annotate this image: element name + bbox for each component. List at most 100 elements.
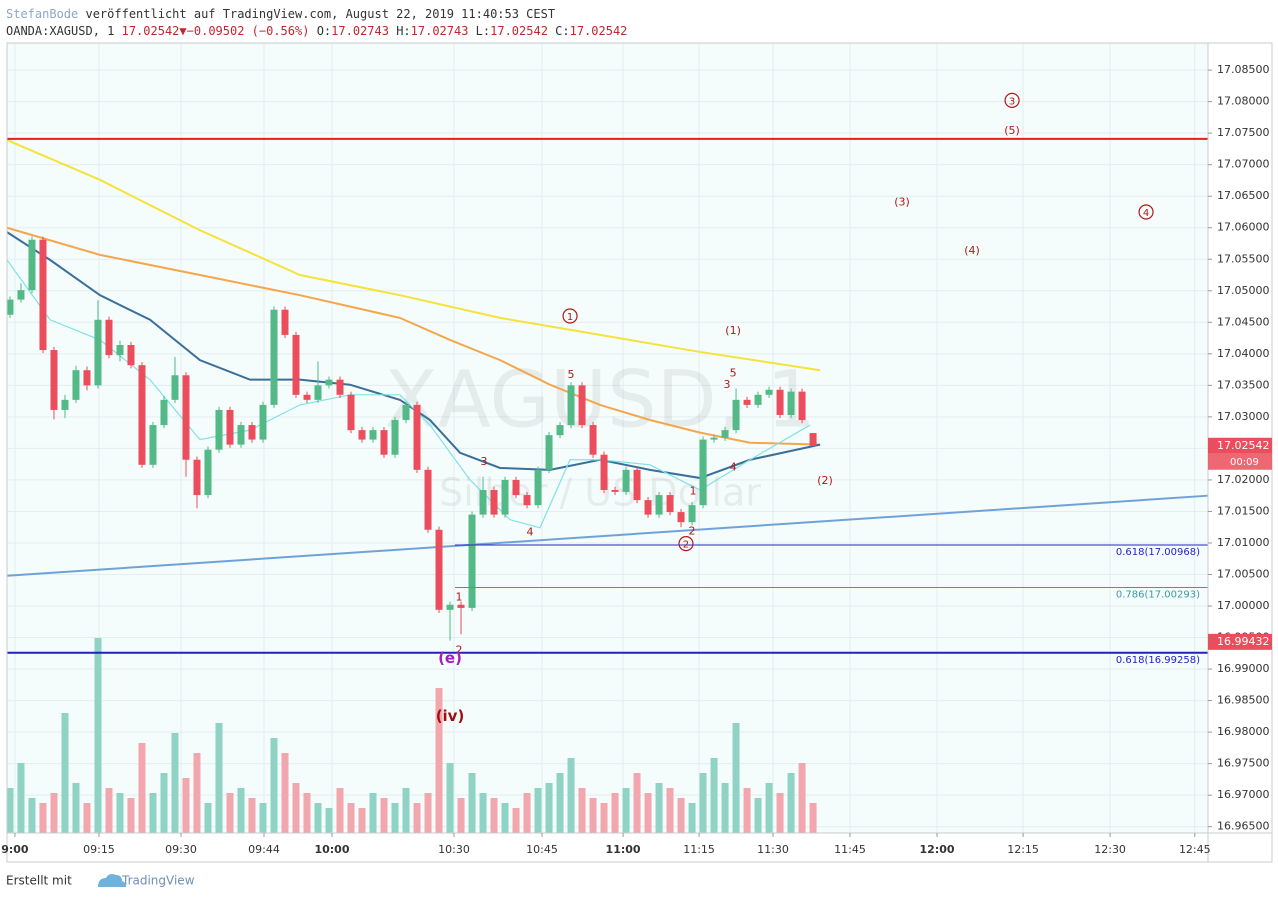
candle-body <box>347 394 355 431</box>
y-tick-label: 17.07500 <box>1217 126 1270 139</box>
volume-bar <box>765 783 773 833</box>
h: 17.02743 <box>411 24 469 38</box>
volume-bar <box>358 808 366 833</box>
candle-body <box>655 495 663 515</box>
candle-body <box>17 290 25 300</box>
candle-body <box>116 345 124 356</box>
candle-body <box>622 469 630 492</box>
candle-body <box>644 500 652 515</box>
candle-body <box>567 385 575 426</box>
candle-body <box>765 389 773 395</box>
candle-body <box>204 449 212 496</box>
volume-bar <box>435 688 443 833</box>
x-tick-label: 11:30 <box>757 843 789 856</box>
candle-body <box>358 430 366 440</box>
wave-label: (5) <box>1004 124 1020 137</box>
volume-bar <box>490 798 498 833</box>
x-tick-label: 11:45 <box>834 843 866 856</box>
y-tick-label: 16.98000 <box>1217 725 1270 738</box>
c-label: C: <box>555 24 569 38</box>
y-tick-label: 17.02000 <box>1217 473 1270 486</box>
volume-bar <box>457 798 465 833</box>
volume-bar <box>732 723 740 833</box>
fib-label: 0.618(17.00968) <box>1116 547 1200 558</box>
wave-label: 1 <box>690 485 697 498</box>
volume-bar <box>501 803 509 833</box>
x-tick-label: 10:45 <box>526 843 558 856</box>
x-tick-label: 10:30 <box>438 843 470 856</box>
watermark: XAGUSD, 1 <box>384 355 816 445</box>
watermark-sub: Silber / US Dollar <box>439 471 761 515</box>
y-tick-label: 17.07000 <box>1217 158 1270 171</box>
volume-bar <box>193 753 201 833</box>
y-tick-label: 17.03500 <box>1217 378 1270 391</box>
volume-bar <box>743 788 751 833</box>
candle-body <box>314 385 322 400</box>
x-tick-label: 09:15 <box>83 843 115 856</box>
moving-average <box>6 226 821 446</box>
candle-body <box>369 430 377 440</box>
candle-body <box>600 454 608 491</box>
candle-body <box>270 309 278 405</box>
x-tick-label: 12:30 <box>1094 843 1126 856</box>
arrow: ▼ <box>179 24 187 38</box>
candle-body <box>215 409 223 450</box>
volume-bar <box>281 753 289 833</box>
x-tick-label: 9:00 <box>1 843 29 856</box>
candle-body <box>259 404 267 440</box>
candle-body <box>666 495 674 513</box>
o: 17.02743 <box>331 24 389 38</box>
candle-body <box>523 495 531 506</box>
volume-bar <box>248 798 256 833</box>
volume-bar <box>138 743 146 833</box>
wave-label: 4 <box>526 526 533 539</box>
volume-bar <box>204 803 212 833</box>
volume-bar <box>215 723 223 833</box>
candle-body <box>160 399 168 426</box>
volume-bar <box>39 803 47 833</box>
symbol: OANDA:XAGUSD, 1 <box>6 24 114 38</box>
y-tick-label: 16.96500 <box>1217 820 1270 833</box>
y-tick-label: 17.00500 <box>1217 568 1270 581</box>
x-tick-label: 10:00 <box>314 843 349 856</box>
candle-body <box>732 399 740 431</box>
candle-body <box>501 479 509 515</box>
volume-bar <box>116 793 124 833</box>
y-tick-label: 17.01000 <box>1217 536 1270 549</box>
volume-bar <box>402 788 410 833</box>
wave-label: (iv) <box>436 707 465 725</box>
candle-body <box>6 299 14 315</box>
volume-bar <box>622 788 630 833</box>
wave-label: 3 <box>1009 96 1015 107</box>
l: 17.02542 <box>490 24 548 38</box>
footer-brand[interactable]: TradingView <box>121 874 195 888</box>
volume-bar <box>237 788 245 833</box>
candle-body <box>490 490 498 515</box>
x-tick-label: 09:30 <box>165 843 197 856</box>
candle-body <box>61 399 69 410</box>
wave-label: (4) <box>964 244 980 257</box>
candle-body <box>149 425 157 465</box>
y-tick-label: 17.04500 <box>1217 315 1270 328</box>
y-tick-label: 17.08000 <box>1217 95 1270 108</box>
candle-body <box>754 394 762 405</box>
wave-label: (3) <box>894 195 910 208</box>
l-label: L: <box>476 24 490 38</box>
wave-label: 2 <box>683 540 689 551</box>
wave-label: 4 <box>1143 208 1149 219</box>
x-tick-label: 11:15 <box>683 843 715 856</box>
volume-bar <box>545 783 553 833</box>
last: 17.02542 <box>122 24 180 38</box>
volume-bar <box>83 803 91 833</box>
wave-label: 3 <box>724 378 731 391</box>
volume-bar <box>633 773 641 833</box>
candle-body <box>413 404 421 470</box>
candle-body <box>193 459 201 496</box>
volume-bar <box>72 783 80 833</box>
candle-body <box>743 399 751 405</box>
footer-prefix: Erstellt mit <box>6 874 72 888</box>
y-tick-label: 17.01500 <box>1217 504 1270 517</box>
wave-circle <box>1004 92 1020 108</box>
volume-bar <box>644 793 652 833</box>
x-tick-label: 12:15 <box>1007 843 1039 856</box>
